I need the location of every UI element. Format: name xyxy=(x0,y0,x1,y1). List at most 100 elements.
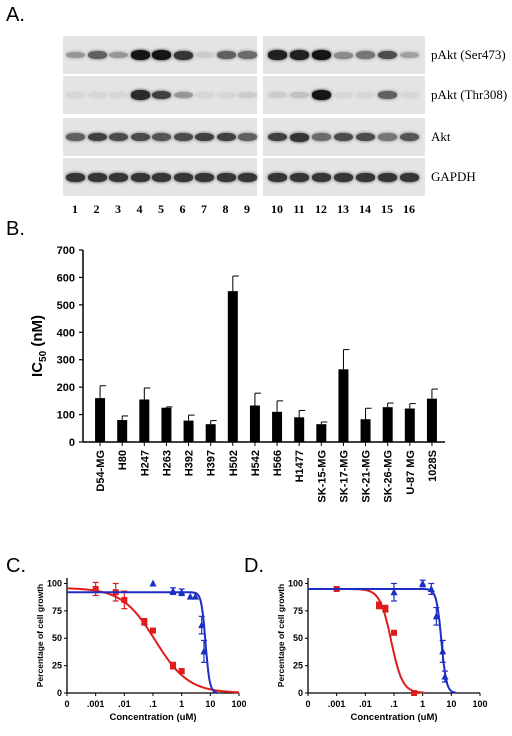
x-tick-label: SK-17-MG xyxy=(338,450,350,503)
panel-a-letter: A. xyxy=(6,4,25,26)
blot-band xyxy=(66,172,85,182)
x-tick-label: H566 xyxy=(272,450,284,476)
blot-band xyxy=(87,92,107,98)
x-tick-label: .001 xyxy=(87,699,105,709)
blot-band xyxy=(334,92,353,98)
blot-band xyxy=(66,92,85,98)
data-point xyxy=(121,596,128,603)
data-point xyxy=(419,579,427,587)
blot-band xyxy=(378,50,397,60)
blot-band xyxy=(66,51,85,59)
x-tick-label: H542 xyxy=(250,450,262,476)
blot-band xyxy=(356,132,375,142)
y-tick-label: 0 xyxy=(57,688,62,698)
blot-band xyxy=(109,92,128,98)
data-point xyxy=(427,584,435,592)
blot-band xyxy=(268,132,287,142)
bar xyxy=(382,407,393,442)
y-tick-label: 600 xyxy=(57,272,75,284)
lane-label: 9 xyxy=(244,202,250,216)
lane-label: 5 xyxy=(158,202,164,216)
bar xyxy=(227,291,238,442)
x-tick-label: H502 xyxy=(228,450,240,476)
bar xyxy=(161,407,172,442)
bar xyxy=(426,398,437,442)
y-tick-label: 500 xyxy=(57,300,75,312)
bar xyxy=(360,419,371,442)
data-point xyxy=(382,605,389,612)
data-point xyxy=(411,690,418,696)
blot-band xyxy=(87,51,107,59)
blot-band xyxy=(400,92,419,98)
blot-band xyxy=(87,172,107,182)
lane-label: 4 xyxy=(136,202,143,216)
x-tick-label: .1 xyxy=(390,699,398,709)
lane-label: 1 xyxy=(72,202,78,216)
data-point xyxy=(186,592,194,600)
blot-band xyxy=(290,132,309,142)
x-tick-label: 0 xyxy=(64,699,69,709)
x-tick-label: SK-21-MG xyxy=(361,450,373,503)
lane-label: 11 xyxy=(293,202,305,216)
bar xyxy=(183,420,194,442)
x-tick-label: H247 xyxy=(139,450,151,476)
y-axis-label: Percentage of cell growth xyxy=(276,584,286,687)
data-point xyxy=(198,621,206,629)
x-tick-label: H80 xyxy=(117,450,129,470)
blot-band xyxy=(195,132,214,142)
data-point xyxy=(432,612,440,620)
bar xyxy=(139,399,150,442)
blot-band xyxy=(109,51,128,59)
blot-band xyxy=(87,132,107,142)
blot-band xyxy=(195,52,214,58)
x-tick-label: 1 xyxy=(179,699,184,709)
blot-band xyxy=(152,90,171,100)
data-point xyxy=(439,647,447,655)
y-tick-label: 100 xyxy=(288,578,303,588)
bar xyxy=(272,411,283,442)
data-point xyxy=(390,588,398,596)
blot-band xyxy=(130,90,150,100)
x-tick-label: 100 xyxy=(231,699,246,709)
western-blot xyxy=(63,36,425,199)
bar xyxy=(117,420,128,442)
x-tick-label: 1028S xyxy=(427,450,439,482)
blot-band xyxy=(268,92,287,98)
x-tick-label: 10 xyxy=(205,699,215,709)
bar xyxy=(338,369,349,442)
fit-curve xyxy=(308,588,425,694)
blot-band xyxy=(238,51,257,59)
blot-band xyxy=(312,172,331,182)
bar xyxy=(95,398,106,442)
blot-band xyxy=(66,133,85,141)
x-tick-label: SK-26-MG xyxy=(383,450,395,503)
blot-band xyxy=(216,172,236,182)
blot-band xyxy=(109,132,128,142)
x-tick-label: 100 xyxy=(472,699,487,709)
x-tick-label: 0 xyxy=(305,699,310,709)
lane-label: 13 xyxy=(337,202,349,216)
x-tick-label: .01 xyxy=(359,699,372,709)
blot-band xyxy=(290,50,309,60)
blot-band xyxy=(152,50,171,60)
data-point xyxy=(191,592,199,600)
x-tick-label: .001 xyxy=(328,699,346,709)
x-tick-label: SK-15-MG xyxy=(316,450,328,503)
x-tick-label: .1 xyxy=(149,699,157,709)
blot-row-label: Akt xyxy=(431,129,451,144)
lane-label: 6 xyxy=(179,202,186,216)
y-axis-label: IC50 (nM) xyxy=(29,315,49,377)
x-axis-label: Concentration (uM) xyxy=(109,712,196,723)
blot-band xyxy=(173,91,193,99)
blot-band xyxy=(378,133,397,141)
lane-label: 12 xyxy=(315,202,327,216)
y-tick-label: 50 xyxy=(293,633,303,643)
x-tick-label: H397 xyxy=(206,450,218,476)
blot-band xyxy=(290,92,309,98)
data-point xyxy=(141,618,148,625)
data-point xyxy=(170,662,177,669)
blot-band xyxy=(152,172,171,182)
x-tick-label: U-87 MG xyxy=(405,450,417,495)
y-tick-label: 25 xyxy=(293,661,303,671)
panel-b-letter: B. xyxy=(6,218,25,240)
